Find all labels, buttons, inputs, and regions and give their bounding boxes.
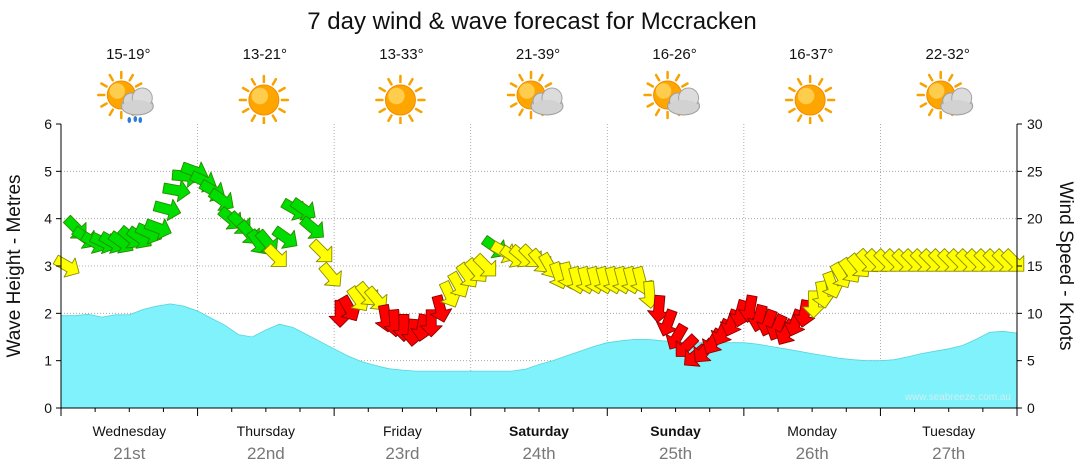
wind-arrow [472,252,497,277]
sun-cloud-icon [916,70,974,120]
x-axis-ticks [60,408,1018,416]
left-axis-label: Wave Height - Metres [4,174,25,357]
wind-arrow [152,198,182,222]
left-tick-label: 3 [44,258,52,274]
wind-arrow [656,308,678,337]
right-tick-label: 10 [1027,305,1043,321]
wind-arrow [811,280,835,309]
temperature-row: 15-19° 13-21° 13-33° 21-39° 16-26° 16-37° 22-3… [106,46,970,63]
sun-cloud-icon [643,70,701,120]
x-axis-day-labels: Wednesday 21st Thursday 22nd Friday 23rd Satur… [92,423,975,463]
day-temperature-label: 13-33° [379,46,423,63]
day-date-label: 27th [932,444,965,463]
wind-arrow [271,225,298,249]
day-date-label: 24th [522,444,555,463]
day-date-label: 21st [113,444,145,463]
day-temperature-label: 16-37° [789,46,833,63]
day-name-label: Sunday [650,423,701,439]
wave-height-area [60,303,1018,409]
wind-arrow [802,290,826,319]
day-name-label: Wednesday [92,423,166,439]
right-tick-label: 15 [1027,258,1043,274]
left-tick-label: 0 [44,400,52,416]
day-name-label: Monday [787,423,837,439]
wind-arrow [665,322,689,350]
sun-icon [375,74,426,126]
day-name-label: Friday [383,423,422,439]
right-tick-label: 30 [1027,116,1043,132]
day-name-label: Tuesday [922,423,975,439]
left-tick-label: 6 [44,116,52,132]
day-temperature-label: 15-19° [106,46,150,63]
left-axis-ticks: 0 1 2 3 4 5 6 [44,116,61,416]
wind-arrow [647,294,670,323]
right-tick-label: 5 [1027,353,1035,369]
wind-arrow [162,179,191,203]
sun-icon [238,74,290,126]
wind-arrow [419,309,443,338]
day-date-label: 25th [659,444,692,463]
day-temperature-label: 21-39° [516,46,560,63]
sun-cloud-rain-icon [97,70,154,123]
day-temperature-label: 16-26° [652,46,696,63]
sun-cloud-icon [506,70,564,120]
wind-arrow [318,261,342,287]
right-tick-label: 0 [1027,400,1035,416]
left-tick-label: 2 [44,305,52,321]
wind-arrow [308,238,333,263]
wind-arrow [363,285,388,311]
right-tick-label: 25 [1027,163,1043,179]
right-axis-ticks: 0 5 10 15 20 25 30 [1017,116,1043,416]
weather-icons-row [97,70,974,126]
wind-arrow [143,218,172,240]
watermark: www.seabreeze.com.au [904,392,1011,403]
day-name-label: Saturday [509,423,569,439]
wind-arrow [52,254,80,278]
chart-title: 7 day wind & wave forecast for Mccracken [307,8,757,35]
sun-icon [784,74,836,126]
right-axis-label: Wind Speed - Knots [1055,182,1076,351]
left-tick-label: 5 [44,163,52,179]
day-temperature-label: 22-32° [926,46,970,63]
day-temperature-label: 13-21° [243,46,287,63]
left-tick-label: 4 [44,211,52,227]
wind-arrow [822,270,844,299]
day-date-label: 26th [796,444,829,463]
day-name-label: Thursday [237,423,295,439]
wind-arrows [52,161,1025,367]
wind-arrow [299,215,324,239]
wind-arrow [263,243,287,267]
day-date-label: 22nd [247,444,285,463]
wind-arrow [430,294,453,323]
right-tick-label: 20 [1027,211,1043,227]
day-date-label: 23rd [385,444,419,463]
left-tick-label: 1 [44,353,52,369]
